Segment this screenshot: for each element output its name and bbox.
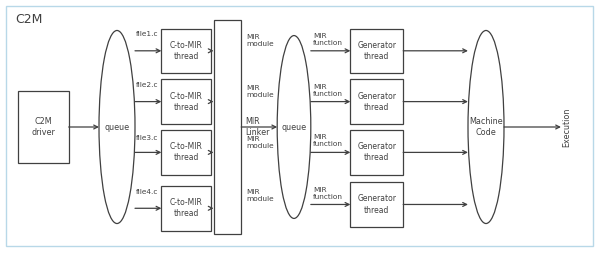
Ellipse shape — [277, 36, 311, 218]
Text: C-to-MIR
thread: C-to-MIR thread — [170, 41, 202, 61]
Text: MIR
module: MIR module — [246, 189, 274, 202]
Text: Generator
thread: Generator thread — [358, 142, 397, 163]
Bar — [161, 130, 211, 175]
Bar — [214, 20, 241, 234]
Bar — [161, 29, 211, 73]
Text: MIR
module: MIR module — [246, 136, 274, 149]
Text: C-to-MIR
thread: C-to-MIR thread — [170, 198, 202, 218]
Text: MIR
module: MIR module — [246, 34, 274, 47]
Text: MIR
Linker: MIR Linker — [245, 117, 269, 137]
Text: Machine
Code: Machine Code — [469, 117, 503, 137]
Text: C2M
driver: C2M driver — [31, 117, 55, 137]
Ellipse shape — [468, 30, 504, 224]
Bar — [350, 29, 403, 73]
Text: file4.c: file4.c — [136, 189, 158, 195]
Text: queue: queue — [281, 122, 307, 132]
Text: file2.c: file2.c — [136, 82, 158, 88]
Text: MIR
function: MIR function — [313, 186, 343, 200]
Text: C-to-MIR
thread: C-to-MIR thread — [170, 142, 202, 163]
Bar — [161, 186, 211, 231]
Bar — [161, 79, 211, 124]
Text: MIR
function: MIR function — [313, 134, 343, 148]
Text: MIR
module: MIR module — [246, 85, 274, 98]
Ellipse shape — [99, 30, 135, 224]
Text: file1.c: file1.c — [136, 31, 158, 37]
Text: C2M: C2M — [15, 13, 43, 26]
Text: queue: queue — [104, 122, 130, 132]
Text: MIR
function: MIR function — [313, 33, 343, 46]
Text: Generator
thread: Generator thread — [358, 194, 397, 215]
Bar — [350, 182, 403, 227]
Bar — [17, 91, 68, 163]
Text: C-to-MIR
thread: C-to-MIR thread — [170, 91, 202, 112]
Bar — [350, 130, 403, 175]
Text: Generator
thread: Generator thread — [358, 91, 397, 112]
Text: Execution: Execution — [563, 107, 571, 147]
Text: Generator
thread: Generator thread — [358, 41, 397, 61]
Bar — [350, 79, 403, 124]
Text: file3.c: file3.c — [136, 135, 158, 141]
Text: MIR
function: MIR function — [313, 84, 343, 97]
